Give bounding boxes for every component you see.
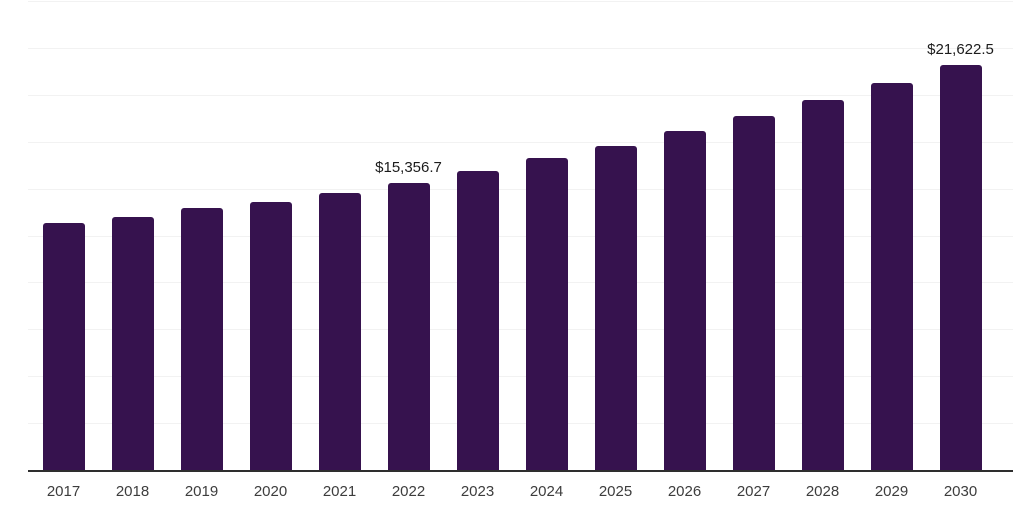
gridline [28, 141, 1013, 143]
x-tick-label-2020: 2020 [253, 483, 288, 500]
bar-2021 [318, 193, 361, 471]
bar-2029 [870, 83, 913, 471]
x-tick-label-2028: 2028 [805, 483, 840, 500]
bar-slot-2018 [98, 1, 167, 471]
bar-slot-2023 [443, 1, 512, 471]
bar-slot-2028 [788, 1, 857, 471]
bar-slot-2027 [719, 1, 788, 471]
data-label-2022: $15,356.7 [375, 158, 442, 176]
x-tick-label-2029: 2029 [874, 483, 909, 500]
gridline [28, 235, 1013, 237]
bar-2017 [42, 223, 85, 471]
bar-2030 [939, 65, 982, 471]
x-tick-label-2023: 2023 [460, 483, 495, 500]
bar-2024 [525, 158, 568, 471]
bar-2019 [180, 207, 223, 471]
gridline [28, 47, 1013, 49]
x-tick-label-2017: 2017 [46, 483, 81, 500]
x-tick-label-2027: 2027 [736, 483, 771, 500]
bar-slot-2021 [305, 1, 374, 471]
bar-slot-2025 [581, 1, 650, 471]
gridline [28, 423, 1013, 425]
bar-slot-2029 [857, 1, 926, 471]
x-tick-label-2019: 2019 [184, 483, 219, 500]
gridline [28, 1, 1013, 2]
bar-2025 [594, 145, 637, 471]
x-tick-label-2025: 2025 [598, 483, 633, 500]
x-tick-label-2026: 2026 [667, 483, 702, 500]
gridline [28, 188, 1013, 190]
bar-slot-2030: $21,622.5 [926, 1, 995, 471]
bar-slot-2024 [512, 1, 581, 471]
bar-2026 [663, 130, 706, 471]
bar-2022 [387, 182, 430, 471]
bar-2023 [456, 170, 499, 471]
x-tick-label-2030: 2030 [943, 483, 978, 500]
bar-slot-2026 [650, 1, 719, 471]
bar-2018 [111, 216, 154, 471]
x-axis-line [28, 470, 1013, 472]
x-tick-label-2018: 2018 [115, 483, 150, 500]
gridline [28, 376, 1013, 378]
bar-slot-2017 [29, 1, 98, 471]
x-tick-label-2021: 2021 [322, 483, 357, 500]
bar-2027 [732, 116, 775, 471]
x-tick-label-2022: 2022 [391, 483, 426, 500]
bar-2020 [249, 201, 292, 471]
data-label-2030: $21,622.5 [927, 41, 994, 59]
gridline [28, 94, 1013, 96]
bars-row: $15,356.7 $21,622.5 [29, 1, 995, 471]
bar-2028 [801, 100, 844, 471]
bar-slot-2019 [167, 1, 236, 471]
bar-slot-2022: $15,356.7 [374, 1, 443, 471]
bar-slot-2020 [236, 1, 305, 471]
x-tick-label-2024: 2024 [529, 483, 564, 500]
gridline [28, 329, 1013, 331]
gridline [28, 282, 1013, 284]
x-axis-tick-labels: 2017 2018 2019 2020 2021 2022 2023 2024 2025 2026… [29, 483, 995, 503]
